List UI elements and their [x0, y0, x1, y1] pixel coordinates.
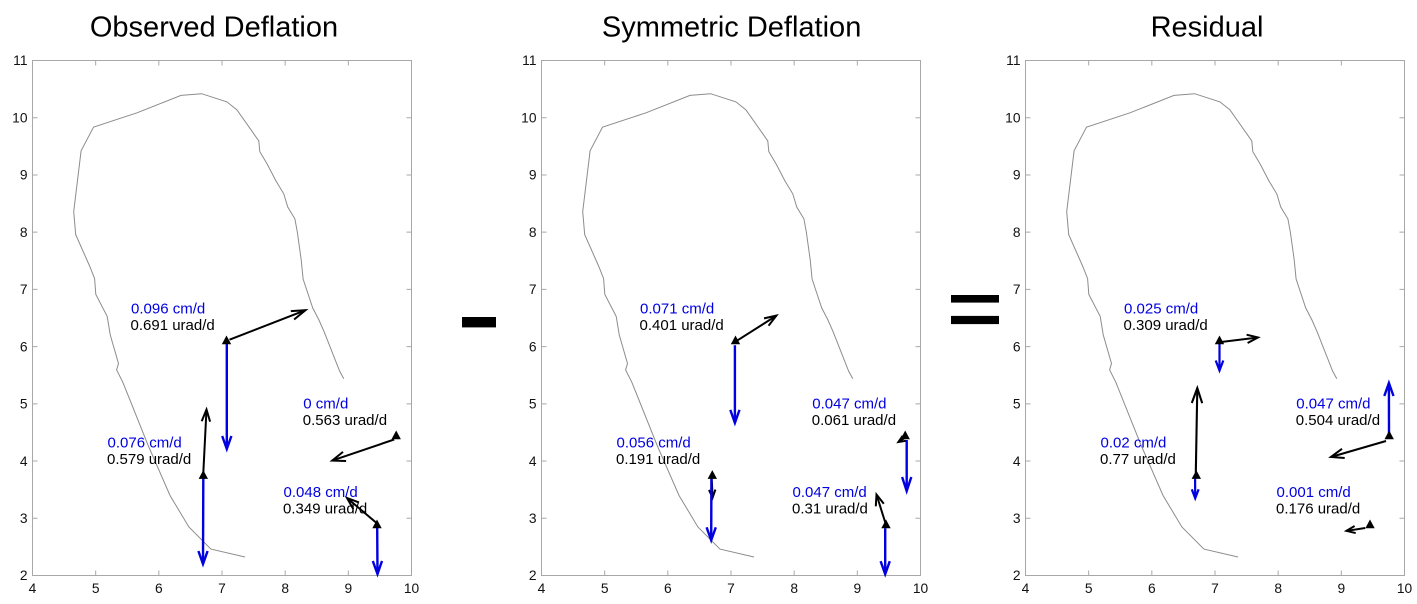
svg-text:11: 11 — [522, 53, 536, 68]
svg-text:0.77 urad/d: 0.77 urad/d — [1100, 451, 1176, 468]
svg-text:7: 7 — [727, 581, 735, 596]
svg-text:7: 7 — [529, 282, 537, 297]
svg-text:6: 6 — [155, 581, 163, 596]
svg-text:10: 10 — [12, 110, 28, 125]
svg-text:9: 9 — [1337, 581, 1345, 596]
svg-text:5: 5 — [1085, 581, 1093, 596]
svg-text:5: 5 — [20, 397, 28, 412]
svg-text:10: 10 — [913, 581, 929, 596]
svg-text:2: 2 — [529, 568, 537, 583]
svg-text:8: 8 — [1013, 225, 1021, 240]
svg-text:4: 4 — [538, 581, 546, 596]
svg-text:10: 10 — [1397, 581, 1413, 596]
svg-text:10: 10 — [1005, 110, 1021, 125]
svg-text:4: 4 — [29, 581, 37, 596]
svg-text:0.061 urad/d: 0.061 urad/d — [812, 412, 896, 429]
svg-text:3: 3 — [529, 511, 537, 526]
svg-text:6: 6 — [1148, 581, 1156, 596]
svg-text:0.047 cm/d: 0.047 cm/d — [793, 484, 867, 501]
svg-text:6: 6 — [664, 581, 672, 596]
svg-text:0.001 cm/d: 0.001 cm/d — [1277, 484, 1351, 501]
svg-text:0 cm/d: 0 cm/d — [303, 396, 348, 413]
svg-text:2: 2 — [1013, 568, 1021, 583]
svg-text:11: 11 — [13, 53, 27, 68]
svg-text:5: 5 — [601, 581, 609, 596]
svg-text:0.504 urad/d: 0.504 urad/d — [1296, 412, 1380, 429]
svg-text:6: 6 — [20, 339, 28, 354]
svg-text:6: 6 — [1013, 339, 1021, 354]
svg-text:Symmetric Deflation: Symmetric Deflation — [602, 12, 861, 44]
svg-text:5: 5 — [92, 581, 100, 596]
svg-text:9: 9 — [853, 581, 861, 596]
svg-text:9: 9 — [344, 581, 352, 596]
svg-text:11: 11 — [1006, 53, 1020, 68]
svg-text:Observed Deflation: Observed Deflation — [90, 12, 338, 44]
svg-text:2: 2 — [20, 568, 28, 583]
svg-text:0.401 urad/d: 0.401 urad/d — [640, 317, 724, 334]
svg-text:0.02 cm/d: 0.02 cm/d — [1101, 435, 1167, 452]
svg-text:4: 4 — [20, 454, 28, 469]
svg-text:8: 8 — [20, 225, 28, 240]
svg-text:7: 7 — [1211, 581, 1219, 596]
svg-text:3: 3 — [1013, 511, 1021, 526]
svg-text:9: 9 — [20, 168, 28, 183]
svg-text:9: 9 — [1013, 168, 1021, 183]
svg-text:4: 4 — [529, 454, 537, 469]
svg-text:0.025 cm/d: 0.025 cm/d — [1124, 301, 1198, 318]
svg-text:0.563 urad/d: 0.563 urad/d — [303, 412, 387, 429]
svg-text:7: 7 — [1013, 282, 1021, 297]
svg-text:0.349 urad/d: 0.349 urad/d — [283, 500, 367, 517]
svg-text:8: 8 — [529, 225, 537, 240]
svg-text:0.191 urad/d: 0.191 urad/d — [616, 451, 700, 468]
svg-text:0.579 urad/d: 0.579 urad/d — [107, 451, 191, 468]
svg-text:9: 9 — [529, 168, 537, 183]
svg-text:0.076 cm/d: 0.076 cm/d — [108, 435, 182, 452]
svg-text:0.31 urad/d: 0.31 urad/d — [792, 500, 868, 517]
svg-text:5: 5 — [529, 397, 537, 412]
svg-text:6: 6 — [529, 339, 537, 354]
svg-text:0.309 urad/d: 0.309 urad/d — [1124, 317, 1208, 334]
svg-text:0.071 cm/d: 0.071 cm/d — [640, 301, 714, 318]
svg-text:7: 7 — [218, 581, 226, 596]
svg-text:0.056 cm/d: 0.056 cm/d — [617, 435, 691, 452]
svg-text:10: 10 — [404, 581, 420, 596]
svg-text:0.691 urad/d: 0.691 urad/d — [131, 317, 215, 334]
svg-text:8: 8 — [281, 581, 289, 596]
svg-text:0.176 urad/d: 0.176 urad/d — [1276, 500, 1360, 517]
svg-text:4: 4 — [1022, 581, 1030, 596]
svg-text:10: 10 — [521, 110, 537, 125]
svg-text:4: 4 — [1013, 454, 1021, 469]
svg-text:0.047 cm/d: 0.047 cm/d — [812, 396, 886, 413]
svg-text:0.096 cm/d: 0.096 cm/d — [131, 301, 205, 318]
svg-text:0.048 cm/d: 0.048 cm/d — [284, 484, 358, 501]
svg-text:0.047 cm/d: 0.047 cm/d — [1296, 396, 1370, 413]
svg-text:7: 7 — [20, 282, 28, 297]
svg-text:5: 5 — [1013, 397, 1021, 412]
svg-text:Residual: Residual — [1151, 12, 1264, 44]
svg-text:3: 3 — [20, 511, 28, 526]
svg-text:8: 8 — [1274, 581, 1282, 596]
svg-text:8: 8 — [790, 581, 798, 596]
